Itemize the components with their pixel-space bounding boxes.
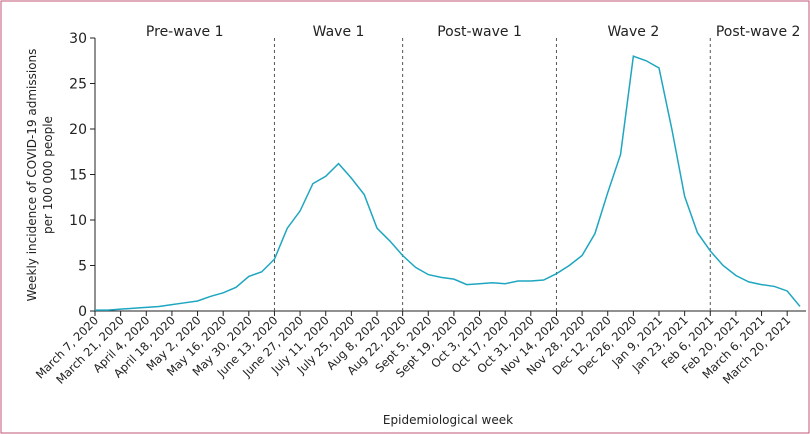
phase-label: Pre-wave 1 — [146, 24, 224, 40]
y-axis-label: per 100 000 people — [41, 116, 55, 234]
phase-label: Wave 2 — [607, 24, 659, 40]
x-axis-label: Epidemiological week — [383, 413, 513, 427]
y-tick-label: 0 — [78, 304, 87, 320]
y-axis-label: Weekly incidence of COVID-19 admissions — [25, 49, 39, 302]
phase-label: Post-wave 1 — [437, 24, 522, 40]
line-series — [95, 55, 801, 311]
y-tick-label: 15 — [69, 168, 87, 184]
y-tick-label: 5 — [78, 259, 87, 275]
y-tick-label: 25 — [69, 77, 87, 93]
phase-label: Wave 1 — [313, 24, 365, 40]
y-tick-label: 30 — [69, 31, 87, 47]
y-tick-label: 10 — [69, 213, 87, 229]
phase-label: Post-wave 2 — [716, 24, 801, 40]
y-tick-label: 20 — [69, 122, 87, 138]
